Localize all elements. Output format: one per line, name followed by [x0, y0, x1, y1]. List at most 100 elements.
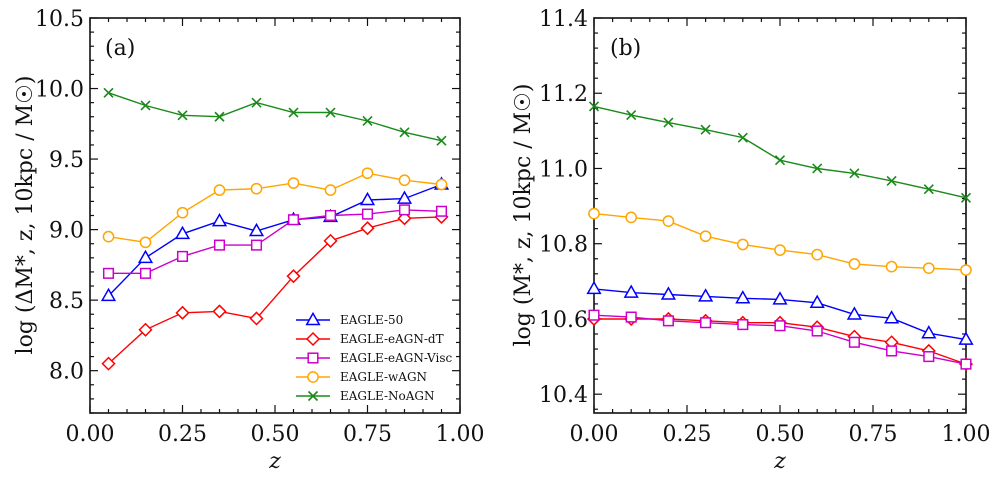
- data-point-eagle-eagn-visc: [960, 358, 972, 370]
- data-point-eagle-50: [660, 286, 676, 300]
- series-eagle-eagn-visc-a: [102, 204, 448, 279]
- data-point-eagle-noagn: [886, 175, 897, 186]
- data-point-eagle-noagn: [399, 127, 410, 138]
- data-point-eagle-wagn: [922, 262, 935, 275]
- data-point-eagle-50: [211, 213, 228, 227]
- data-point-eagle-eagn-dt: [360, 221, 375, 236]
- y-tick-label: 10.8: [539, 233, 588, 258]
- data-point-eagle-eagn-visc: [176, 250, 189, 262]
- data-point-eagle-wagn: [287, 177, 300, 189]
- y-tick-label: 10.4: [539, 383, 588, 408]
- data-point-eagle-eagn-visc: [139, 267, 152, 279]
- data-point-eagle-wagn: [213, 184, 226, 196]
- data-point-eagle-eagn-visc: [923, 351, 935, 363]
- data-point-eagle-eagn-visc: [700, 317, 712, 329]
- data-point-eagle-eagn-visc: [811, 325, 823, 337]
- data-point-eagle-eagn-dt: [249, 311, 264, 326]
- data-point-eagle-noagn: [325, 107, 336, 118]
- legend-marker: [305, 331, 321, 347]
- data-point-eagle-noagn: [362, 115, 373, 127]
- data-point-eagle-eagn-visc: [213, 239, 226, 251]
- data-point-eagle-wagn: [435, 178, 448, 191]
- data-point-eagle-eagn-dt: [175, 305, 190, 320]
- x-tick-label: 0.75: [849, 422, 898, 447]
- series-line-eagle-noagn: [593, 105, 967, 199]
- data-point-eagle-wagn: [588, 207, 600, 220]
- data-point-eagle-eagn-visc: [250, 239, 263, 251]
- series-line-eagle-noagn: [108, 92, 442, 142]
- legend-label: EAGLE-wAGN: [340, 370, 427, 384]
- legend-marker: [307, 371, 319, 383]
- x-tick-label: 0.75: [343, 422, 392, 447]
- series-eagle-50-a: [100, 176, 450, 302]
- data-point-eagle-noagn: [812, 163, 823, 174]
- x-tick-label: 0.50: [756, 422, 805, 447]
- legend-marker: [305, 311, 321, 326]
- series-line-eagle-50: [107, 183, 442, 297]
- panel-a-x-tick-labels: 0.00 0.25 0.50 0.75 1.00: [66, 422, 485, 447]
- x-tick-label: 0.00: [570, 422, 619, 447]
- data-point-eagle-eagn-visc: [287, 214, 300, 226]
- data-point-eagle-50: [586, 280, 602, 295]
- data-point-eagle-50: [248, 222, 265, 237]
- data-point-eagle-50: [809, 294, 825, 309]
- panel-a-label: (a): [105, 36, 135, 61]
- series-eagle-wagn-a: [102, 167, 448, 249]
- series-line-eagle-eagn-visc: [108, 209, 442, 274]
- panel-a-y-tick-labels: 8.0 8.5 9.0 9.5 10.0 10.5: [35, 7, 84, 385]
- data-point-eagle-wagn: [250, 182, 263, 195]
- panel-a-legend: EAGLE-50 EAGLE-eAGN-dT EAGLE-eAGN-Visc EAGL…: [296, 311, 453, 403]
- x-tick-label: 0.25: [663, 422, 712, 447]
- panel-a-x-axis-title: z: [268, 449, 281, 474]
- data-point-eagle-50: [137, 249, 154, 264]
- panel-a-y-axis-title: log (ΔM*, z, 10kpc / M☉): [13, 76, 38, 355]
- data-point-eagle-50: [698, 288, 714, 302]
- data-point-eagle-50: [396, 190, 413, 204]
- data-point-eagle-wagn: [361, 167, 374, 180]
- data-point-eagle-wagn: [324, 184, 337, 196]
- data-point-eagle-eagn-dt: [323, 233, 338, 248]
- x-tick-label: 0.00: [66, 422, 115, 447]
- data-point-eagle-noagn: [626, 109, 637, 121]
- data-point-eagle-50: [884, 310, 900, 324]
- series-eagle-50-b: [586, 280, 974, 345]
- legend-label: EAGLE-50: [340, 313, 403, 327]
- panel-b-y-axis-title: log (M*, z, 10kpc / M☉): [511, 84, 536, 347]
- data-point-eagle-wagn: [625, 211, 638, 224]
- data-point-eagle-noagn: [436, 135, 447, 146]
- data-point-eagle-wagn: [699, 230, 712, 243]
- data-point-eagle-50: [100, 287, 117, 302]
- data-point-eagle-noagn: [588, 101, 600, 112]
- panel-a: 0.00 0.25 0.50 0.75 1.00 8.0 8.5 9.0 9.5 10.0 10.…: [13, 7, 484, 474]
- data-point-eagle-wagn: [176, 206, 189, 219]
- data-point-eagle-wagn: [102, 230, 115, 243]
- panel-b-series: [586, 101, 974, 372]
- data-point-eagle-eagn-dt: [212, 304, 227, 319]
- legend-entry-eagle-eagn-dt: EAGLE-eAGN-dT: [296, 331, 444, 347]
- data-point-eagle-eagn-dt: [138, 322, 153, 337]
- data-point-eagle-eagn-visc: [361, 208, 374, 220]
- data-point-eagle-noagn: [177, 110, 188, 121]
- data-point-eagle-eagn-visc: [886, 345, 898, 357]
- y-tick-label: 11.2: [539, 82, 588, 107]
- panel-b-label: (b): [610, 36, 641, 61]
- data-point-eagle-50: [772, 291, 788, 305]
- series-eagle-eagn-visc-b: [588, 309, 972, 370]
- y-tick-label: 9.5: [49, 148, 84, 173]
- data-point-eagle-eagn-visc: [324, 209, 337, 222]
- x-tick-label: 0.50: [251, 422, 300, 447]
- data-point-eagle-wagn: [139, 236, 152, 249]
- data-point-eagle-50: [735, 290, 751, 304]
- legend-entry-eagle-eagn-visc: EAGLE-eAGN-Visc: [296, 351, 453, 365]
- y-tick-label: 8.5: [49, 289, 84, 314]
- data-point-eagle-eagn-visc: [662, 315, 674, 327]
- data-point-eagle-noagn: [663, 117, 674, 128]
- data-point-eagle-50: [174, 225, 191, 240]
- data-point-eagle-noagn: [774, 155, 786, 166]
- data-point-eagle-50: [359, 191, 376, 206]
- data-point-eagle-noagn: [849, 168, 860, 179]
- data-point-eagle-eagn-dt: [286, 269, 301, 284]
- panel-b-x-tick-labels: 0.00 0.25 0.50 0.75 1.00: [570, 422, 991, 447]
- data-point-eagle-eagn-visc: [737, 319, 749, 331]
